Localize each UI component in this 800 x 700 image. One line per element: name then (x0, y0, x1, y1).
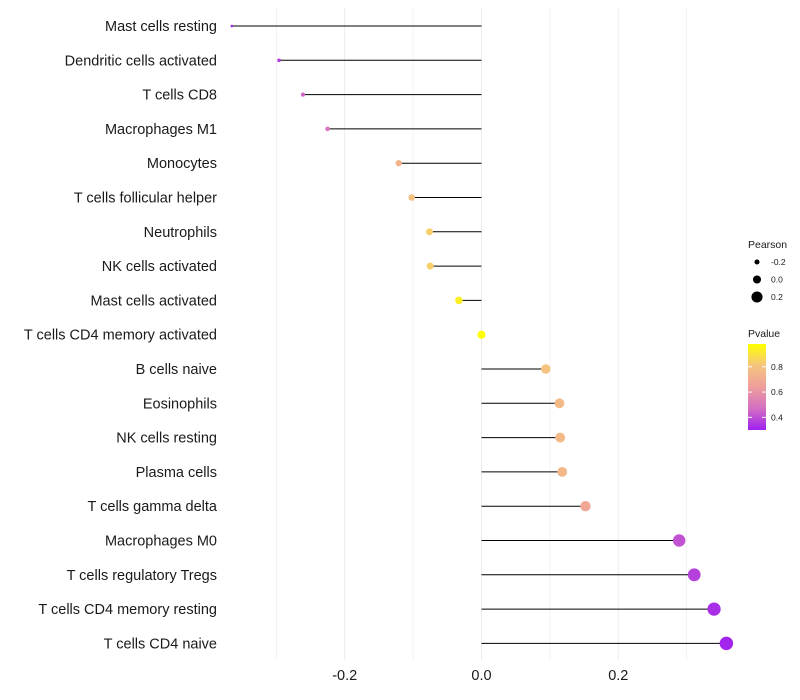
data-point (557, 466, 568, 477)
data-point (707, 602, 721, 616)
data-point (426, 228, 433, 236)
data-point (230, 24, 234, 28)
legend-pearson-title: Pearson (748, 239, 787, 251)
data-point (426, 262, 434, 270)
data-point (277, 58, 281, 63)
y-axis-label: Mast cells resting (105, 19, 217, 35)
data-point (541, 364, 551, 374)
x-tick-label: 0.2 (608, 668, 628, 684)
legend-pearson: Pearson -0.2 0.0 0.2 (748, 239, 787, 303)
y-axis-label: T cells CD4 memory activated (24, 328, 217, 344)
y-axis-label: NK cells activated (102, 259, 217, 275)
y-axis-label: Plasma cells (136, 465, 217, 481)
y-axis-label: Monocytes (147, 156, 217, 172)
data-point (408, 194, 416, 201)
data-point (719, 636, 734, 651)
stems (231, 25, 727, 644)
legend-pvalue-title: Pvalue (748, 328, 780, 340)
legend-pvalue-label: 0.4 (771, 412, 783, 422)
y-axis-labels: Mast cells resting Dendritic cells activa… (24, 19, 218, 652)
x-axis-tick-labels: -0.2 0.0 0.2 (332, 668, 628, 684)
y-axis-label: Mast cells activated (90, 293, 217, 309)
legend-pvalue: Pvalue 0.8 0.6 0.4 (748, 328, 783, 430)
y-axis-label: T cells CD4 memory resting (38, 602, 217, 618)
legend-pvalue-label: 0.6 (771, 387, 783, 397)
data-point (395, 160, 402, 167)
data-point (687, 568, 701, 582)
data-point (455, 296, 463, 305)
data-point (672, 534, 686, 547)
data-point (325, 126, 330, 132)
y-axis-label: Dendritic cells activated (65, 53, 217, 69)
legend-size-label: 0.0 (771, 275, 783, 285)
legend-pvalue-label: 0.8 (771, 362, 783, 372)
data-point (300, 92, 306, 97)
legend-size-dot (751, 291, 763, 303)
legend-pvalue-colorbar (748, 344, 766, 430)
y-axis-label: Eosinophils (143, 396, 217, 412)
data-point (554, 398, 565, 409)
y-axis-label: B cells naive (136, 362, 217, 378)
y-axis-label: Macrophages M1 (105, 122, 217, 138)
y-axis-label: T cells follicular helper (74, 191, 217, 207)
y-axis-label: NK cells resting (116, 431, 217, 447)
x-tick-label: 0.0 (471, 668, 491, 684)
y-axis-label: T cells regulatory Tregs (67, 568, 217, 584)
y-axis-label: T cells gamma delta (88, 499, 218, 515)
data-point (580, 501, 591, 512)
legend-size-label: 0.2 (771, 292, 783, 302)
data-point (477, 330, 486, 339)
data-point (555, 432, 566, 443)
x-tick-label: -0.2 (332, 668, 357, 684)
legend-size-dot (752, 275, 762, 284)
y-axis-label: T cells CD8 (142, 88, 217, 104)
y-axis-label: T cells CD4 naive (104, 636, 217, 652)
y-axis-label: Neutrophils (144, 225, 217, 241)
y-axis-label: Macrophages M0 (105, 534, 217, 550)
legend-size-dot (754, 259, 760, 265)
legend-size-label: -0.2 (771, 257, 786, 267)
grid-lines (275, 8, 688, 660)
data-points (230, 24, 734, 651)
